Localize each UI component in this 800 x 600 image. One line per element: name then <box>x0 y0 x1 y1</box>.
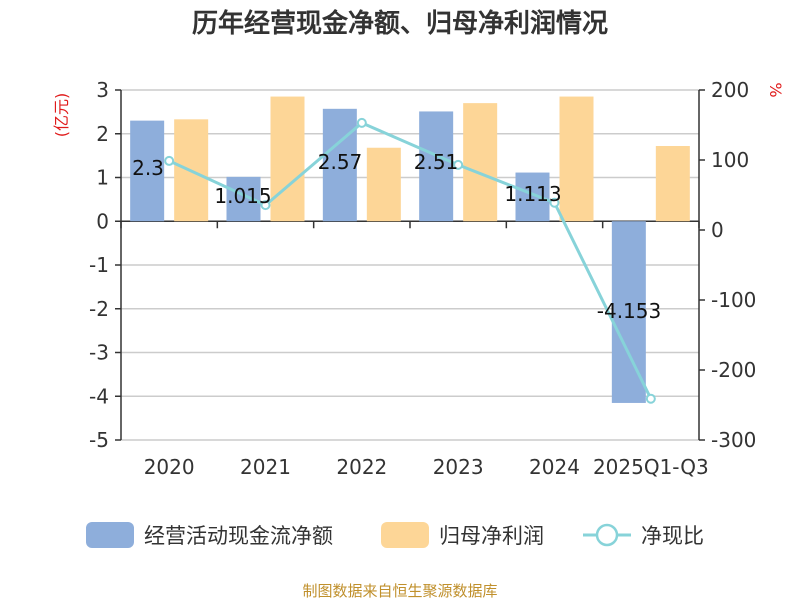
chart-title: 历年经营现金净额、归母净利润情况 <box>192 8 608 39</box>
legend-label-net-profit: 归母净利润 <box>439 524 544 548</box>
bar-cashflow <box>419 111 454 222</box>
ratio-point <box>645 393 656 404</box>
source-note: 制图数据来自恒生聚源数据库 <box>302 582 497 600</box>
x-tick-label: 2022 <box>336 455 387 479</box>
x-tick-label: 2025Q1-Q3 <box>593 455 709 479</box>
data-labels: 2.3 1.015 2.57 2.51 1.113 -4.153 <box>132 150 661 323</box>
ratio-point <box>356 117 367 128</box>
bar-cashflow <box>611 221 646 403</box>
data-label: -4.153 <box>597 299 661 323</box>
x-tick-label: 2020 <box>144 455 195 479</box>
left-tick-label: -4 <box>89 384 109 408</box>
bar-net-profit <box>559 96 594 222</box>
left-tick-label: 1 <box>96 166 109 190</box>
legend-label-cashflow: 经营活动现金流净额 <box>144 524 333 548</box>
bar-net-profit <box>655 146 690 222</box>
right-tick-label: -200 <box>711 358 756 382</box>
bars <box>130 96 690 403</box>
legend: 经营活动现金流净额 归母净利润 净现比 <box>86 522 704 548</box>
left-axis-unit: (亿元) <box>52 93 71 138</box>
left-tick-label: 0 <box>96 209 109 233</box>
bar-net-profit <box>366 147 401 222</box>
data-label: 2.57 <box>318 150 363 174</box>
left-tick-label: -2 <box>89 297 109 321</box>
right-axis-unit: % <box>766 82 785 97</box>
left-tick-label: -3 <box>89 341 109 365</box>
data-label: 1.015 <box>214 184 271 208</box>
ratio-point <box>453 159 464 170</box>
right-tick-label: 200 <box>711 78 749 102</box>
axes: 3 2 1 0 -1 -2 -3 -4 -5 200 100 0 -100 -200 -300 2020 202… <box>89 78 756 479</box>
left-tick-label: -5 <box>89 428 109 452</box>
left-tick-label: 3 <box>96 78 109 102</box>
x-tick-label: 2024 <box>529 455 580 479</box>
ratio-line-path <box>168 121 653 400</box>
grid <box>121 89 699 441</box>
right-tick-label: 0 <box>711 218 724 242</box>
right-tick-label: -300 <box>711 428 756 452</box>
ratio-point <box>260 200 271 211</box>
legend-marker-ratio <box>595 523 619 547</box>
right-tick-label: 100 <box>711 148 749 172</box>
ratio-line <box>164 117 656 404</box>
left-tick-label: -1 <box>89 253 109 277</box>
ratio-point <box>164 155 175 166</box>
legend-label-ratio: 净现比 <box>641 524 704 548</box>
right-tick-label: -100 <box>711 288 756 312</box>
bar-cashflow <box>130 120 165 222</box>
data-label: 1.113 <box>504 182 561 206</box>
bar-cashflow <box>515 172 550 222</box>
ratio-point <box>549 197 560 208</box>
x-tick-label: 2021 <box>240 455 291 479</box>
data-label: 2.3 <box>132 156 164 180</box>
bar-net-profit <box>270 96 305 222</box>
bar-cashflow <box>322 108 357 222</box>
legend-swatch-cashflow <box>86 522 134 548</box>
data-label: 2.51 <box>414 150 459 174</box>
x-tick-label: 2023 <box>433 455 484 479</box>
legend-swatch-net-profit <box>381 522 429 548</box>
bar-net-profit <box>463 103 498 222</box>
left-tick-label: 2 <box>96 122 109 146</box>
